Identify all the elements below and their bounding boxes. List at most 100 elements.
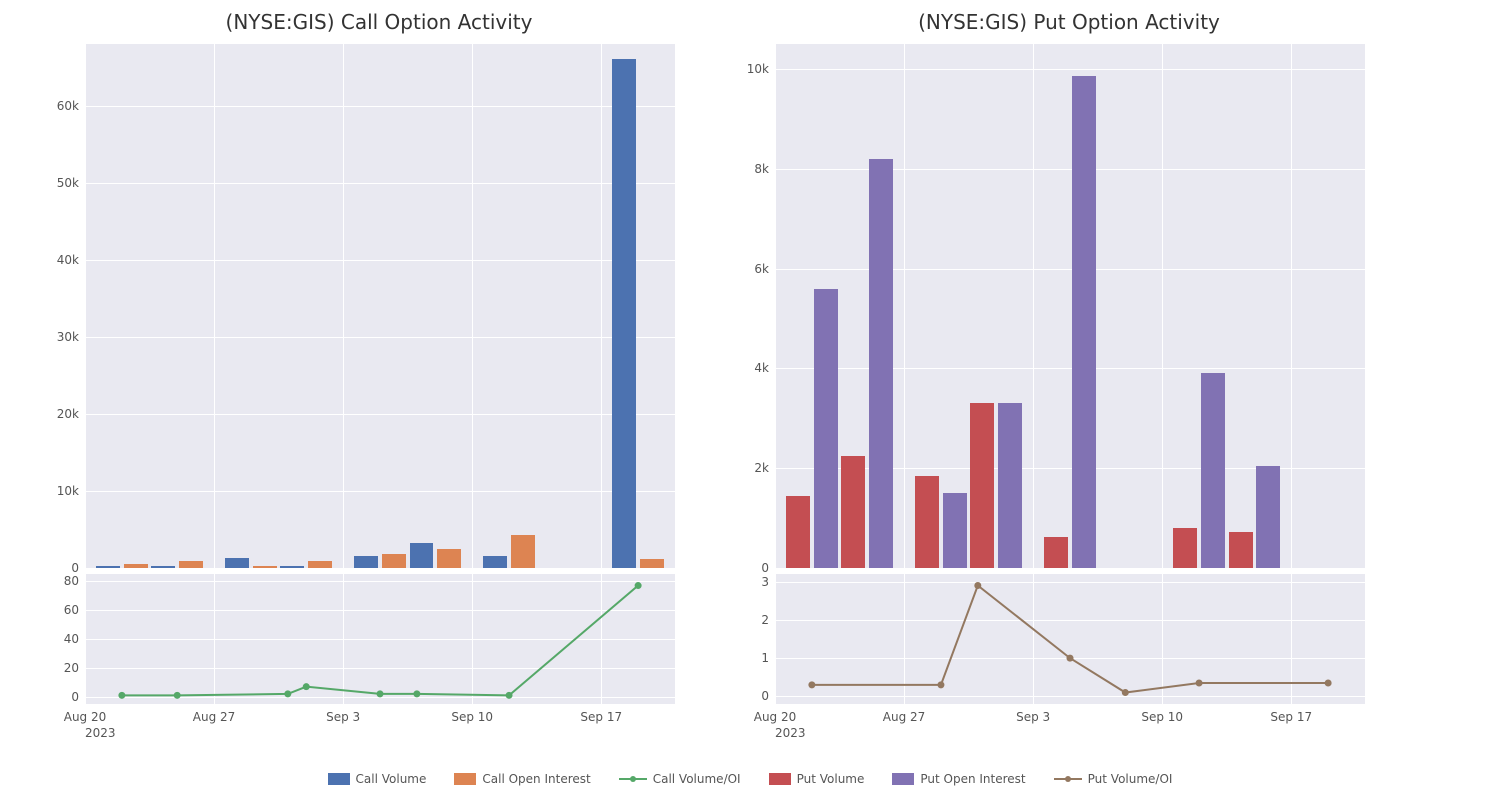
legend-item: Call Volume xyxy=(328,772,427,786)
right-series_a-bar xyxy=(1173,528,1197,568)
x-tick-label: Sep 3 xyxy=(1016,704,1050,724)
x-tick-label: Sep 10 xyxy=(1141,704,1183,724)
line-marker xyxy=(1196,679,1203,686)
y-tick-label: 0 xyxy=(761,689,775,703)
line-series xyxy=(775,574,1365,704)
left-series_a-bar xyxy=(96,566,120,568)
left-series_b-bar xyxy=(640,559,664,568)
gridline xyxy=(775,368,1365,369)
legend-label: Call Open Interest xyxy=(482,772,590,786)
right-series_b-bar xyxy=(998,403,1022,568)
gridline xyxy=(775,269,1365,270)
line-marker xyxy=(174,692,181,699)
gridline xyxy=(472,44,473,568)
x-tick-label: Aug 27 xyxy=(883,704,926,724)
right-line-plot: 0123Aug 20Aug 27Sep 3Sep 10Sep 172023 xyxy=(774,574,1365,705)
legend-item: Put Volume/OI xyxy=(1054,772,1173,786)
legend-label: Put Volume xyxy=(797,772,865,786)
y-tick-label: 0 xyxy=(71,561,85,575)
y-tick-label: 20k xyxy=(57,407,85,421)
right-series_a-bar xyxy=(841,456,865,568)
y-tick-label: 10k xyxy=(747,62,775,76)
line-marker xyxy=(1122,689,1129,696)
line-marker xyxy=(284,690,291,697)
gridline xyxy=(343,44,344,568)
legend-item: Put Volume xyxy=(769,772,865,786)
y-tick-label: 10k xyxy=(57,484,85,498)
legend-item: Call Open Interest xyxy=(454,772,590,786)
legend-label: Put Volume/OI xyxy=(1088,772,1173,786)
left-line-plot: 020406080Aug 20Aug 27Sep 3Sep 10Sep 1720… xyxy=(84,574,675,705)
x-year-label: 2023 xyxy=(85,704,116,740)
left-series_a-bar xyxy=(280,566,304,568)
figure: (NYSE:GIS) Call Option Activity (NYSE:GI… xyxy=(0,0,1500,800)
x-tick-label: Sep 3 xyxy=(326,704,360,724)
y-tick-label: 0 xyxy=(71,690,85,704)
x-tick-label: Sep 17 xyxy=(580,704,622,724)
left-series_a-bar xyxy=(225,558,249,568)
left-series_b-bar xyxy=(511,535,535,568)
legend-label: Call Volume/OI xyxy=(653,772,741,786)
right-series_a-bar xyxy=(970,403,994,568)
y-tick-label: 4k xyxy=(754,361,775,375)
line-marker xyxy=(635,582,642,589)
left-panel-title: (NYSE:GIS) Call Option Activity xyxy=(84,10,674,34)
legend-label: Call Volume xyxy=(356,772,427,786)
legend-item: Call Volume/OI xyxy=(619,772,741,786)
legend-line-icon xyxy=(619,773,647,785)
line-marker xyxy=(937,681,944,688)
gridline xyxy=(775,169,1365,170)
gridline xyxy=(85,568,675,569)
left-series_a-bar xyxy=(612,59,636,568)
y-tick-label: 8k xyxy=(754,162,775,176)
y-tick-label: 2 xyxy=(761,613,775,627)
legend-label: Put Open Interest xyxy=(920,772,1025,786)
left-series_a-bar xyxy=(483,556,507,568)
x-tick-label: Aug 27 xyxy=(193,704,236,724)
right-series_a-bar xyxy=(915,476,939,568)
legend-swatch xyxy=(892,773,914,785)
gridline xyxy=(85,44,86,568)
right-series_b-bar xyxy=(1201,373,1225,568)
y-tick-label: 0 xyxy=(761,561,775,575)
y-tick-label: 40 xyxy=(64,632,85,646)
gridline xyxy=(85,106,675,107)
line-marker xyxy=(1325,679,1332,686)
right-series_b-bar xyxy=(869,159,893,568)
gridline xyxy=(85,337,675,338)
y-tick-label: 20 xyxy=(64,661,85,675)
y-tick-label: 60 xyxy=(64,603,85,617)
line-marker xyxy=(303,683,310,690)
line-marker xyxy=(377,690,384,697)
left-series_b-bar xyxy=(308,561,332,568)
right-series_a-bar xyxy=(1229,532,1253,568)
y-tick-label: 30k xyxy=(57,330,85,344)
left-series_a-bar xyxy=(354,556,378,568)
gridline xyxy=(1033,44,1034,568)
left-series_a-bar xyxy=(410,543,434,568)
gridline xyxy=(85,260,675,261)
gridline xyxy=(85,491,675,492)
gridline xyxy=(85,414,675,415)
y-tick-label: 40k xyxy=(57,253,85,267)
y-tick-label: 1 xyxy=(761,651,775,665)
legend-line-icon xyxy=(1054,773,1082,785)
y-tick-label: 2k xyxy=(754,461,775,475)
left-series_b-bar xyxy=(382,554,406,568)
y-tick-label: 50k xyxy=(57,176,85,190)
legend-swatch xyxy=(328,773,350,785)
right-series_a-bar xyxy=(1044,537,1068,568)
y-tick-label: 3 xyxy=(761,575,775,589)
right-series_b-bar xyxy=(814,289,838,568)
line-path xyxy=(122,586,638,696)
left-series_b-bar xyxy=(179,561,203,568)
line-marker xyxy=(506,692,513,699)
y-tick-label: 80 xyxy=(64,574,85,588)
line-marker xyxy=(974,582,981,589)
legend-swatch xyxy=(454,773,476,785)
x-tick-label: Sep 17 xyxy=(1270,704,1312,724)
line-path xyxy=(812,585,1328,692)
x-tick-label: Sep 10 xyxy=(451,704,493,724)
line-marker xyxy=(118,692,125,699)
right-bar-plot: 02k4k6k8k10k xyxy=(774,44,1365,569)
